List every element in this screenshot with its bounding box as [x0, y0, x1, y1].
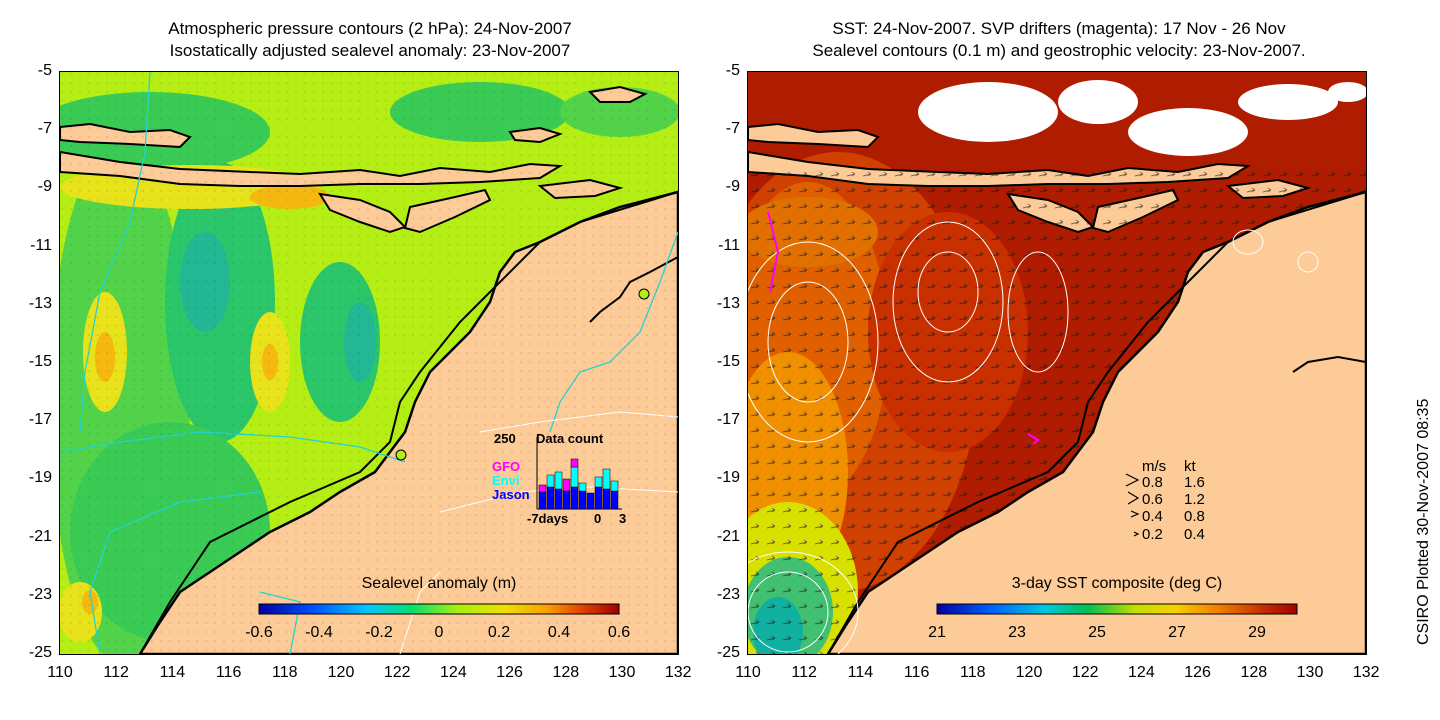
lat-tick-label: -17	[716, 411, 740, 429]
lat-tick-label: -5	[725, 62, 740, 79]
lon-tick-label: 110	[735, 664, 761, 681]
lon-tick-label: 122	[383, 664, 411, 681]
inset-jason-label: Jason	[492, 487, 530, 502]
lon-tick-label: 112	[791, 664, 817, 681]
lat-tick-label: -11	[30, 236, 52, 254]
lat-tick-label: -21	[716, 527, 740, 545]
left-title-line1: Atmospheric pressure contours (2 hPa): 2…	[168, 19, 572, 38]
lat-tick-label: -19	[716, 469, 740, 487]
sla-cb-tick-0: -0.6	[245, 624, 273, 641]
lat-tick-label: -23	[28, 585, 52, 603]
credit-text: CSIRO Plotted 30-Nov-2007 08:35	[1415, 398, 1432, 645]
sst-shelf-contour	[827, 191, 1366, 654]
lat-tick-label: -7	[37, 120, 52, 138]
sealevel-map-svg	[60, 72, 678, 654]
lat-tick-label: -11	[718, 236, 740, 254]
velocity-legend-header-ms: m/s	[1142, 458, 1167, 475]
lat-tick-label: -17	[28, 411, 52, 429]
sla-cb-tick-5: 0.4	[547, 624, 571, 641]
inset-title: Data count	[536, 431, 604, 446]
sla-cb-tick-6: 0.6	[607, 624, 631, 641]
velocity-legend-kt-1: 1.2	[1184, 491, 1205, 508]
svp-drifter-track	[767, 211, 780, 293]
lon-tick-label: 118	[960, 664, 986, 681]
lat-tick-label: -9	[37, 178, 52, 196]
lat-tick-label: -9	[725, 178, 740, 196]
lat-tick-label: -5	[37, 62, 52, 79]
inset-count-label: 250	[494, 431, 516, 446]
lon-tick-label: 126	[496, 664, 523, 681]
sealevel-anomaly-map: 250 Data count GFO Envi Jason -7days 0 3	[60, 72, 678, 654]
sst-cb-tick-0: 21	[928, 624, 946, 641]
velocity-legend-kt-3: 0.4	[1184, 526, 1205, 543]
lon-tick-label: 114	[847, 664, 874, 681]
inset-x-zero: 0	[594, 511, 602, 526]
lon-tick-label: 110	[47, 664, 73, 681]
sst-colorbar-label: 3-day SST composite (deg C)	[1011, 575, 1223, 592]
velocity-legend-kt-0: 1.6	[1184, 474, 1205, 491]
sla-cb-tick-1: -0.4	[305, 624, 333, 641]
inset-gfo-label: GFO	[492, 459, 521, 474]
sst-cb-tick-1: 23	[1008, 624, 1026, 641]
right-title-line2: Sealevel contours (0.1 m) and geostrophi…	[812, 41, 1306, 60]
lat-tick-label: -13	[716, 294, 740, 312]
lon-tick-label: 114	[159, 664, 186, 681]
inset-bars	[536, 437, 622, 510]
lat-tick-label: -21	[28, 527, 52, 545]
lat-tick-label: -13	[28, 294, 52, 312]
lon-tick-label: 120	[327, 664, 355, 681]
lon-tick-label: 132	[1352, 664, 1380, 681]
sla-colorbar-label: Sealevel anomaly (m)	[361, 575, 517, 592]
sst-colorbar	[936, 603, 1298, 615]
lat-tick-label: -25	[28, 644, 52, 661]
lon-tick-label: 128	[552, 664, 580, 681]
lat-tick-label: -19	[28, 469, 52, 487]
inset-envi-label: Envi	[492, 473, 520, 488]
velocity-legend-header-kt: kt	[1184, 458, 1196, 475]
sealevel-contours	[748, 221, 1319, 654]
lat-tick-label: -23	[716, 585, 740, 603]
inset-x-end: 3	[619, 511, 627, 526]
sst-australia-landmass	[826, 190, 1366, 654]
lat-tick-label: -7	[725, 120, 740, 138]
sla-cb-tick-4: 0.2	[487, 624, 511, 641]
velocity-legend-ms-3: 0.2	[1142, 526, 1163, 543]
lon-tick-label: 112	[103, 664, 129, 681]
cloud-mask	[918, 80, 1366, 156]
sst-cb-tick-2: 25	[1088, 624, 1106, 641]
lon-tick-label: 116	[215, 664, 242, 681]
velocity-legend-ms-0: 0.8	[1142, 474, 1163, 491]
sst-map-svg	[748, 72, 1366, 654]
lon-tick-label: 122	[1071, 664, 1099, 681]
velocity-legend-ms-1: 0.6	[1142, 491, 1163, 508]
inset-x-start: -7days	[527, 511, 569, 526]
sst-cb-tick-3: 27	[1168, 624, 1186, 641]
right-title-line1: SST: 24-Nov-2007. SVP drifters (magenta)…	[832, 19, 1286, 38]
lon-tick-label: 130	[608, 664, 636, 681]
lat-tick-label: -15	[716, 353, 740, 370]
velocity-legend-arrows	[1125, 473, 1140, 537]
sla-cb-tick-3: 0	[434, 624, 444, 641]
sst-map: m/s kt 0.8 1.6 0.6 1.2 0.4 0.8 0.2 0.4 3…	[748, 72, 1366, 654]
lon-tick-label: 128	[1240, 664, 1268, 681]
lon-tick-label: 130	[1296, 664, 1324, 681]
lon-tick-label: 124	[440, 664, 467, 681]
sla-cb-tick-2: -0.2	[365, 624, 393, 641]
data-count-inset: 250 Data count GFO Envi Jason -7days 0 3	[482, 427, 632, 527]
lon-tick-label: 120	[1015, 664, 1043, 681]
lon-tick-label: 124	[1128, 664, 1155, 681]
lon-tick-label: 116	[903, 664, 930, 681]
velocity-legend-ms-2: 0.4	[1142, 508, 1163, 525]
lon-tick-label: 132	[664, 664, 692, 681]
lat-tick-label: -25	[716, 644, 740, 661]
lat-tick-label: -15	[28, 353, 52, 370]
sst-cb-tick-4: 29	[1248, 624, 1266, 641]
sla-colorbar	[258, 603, 620, 615]
left-title-line2: Isostatically adjusted sealevel anomaly:…	[169, 41, 571, 60]
velocity-legend-kt-2: 0.8	[1184, 508, 1205, 525]
lon-tick-label: 126	[1184, 664, 1211, 681]
lon-tick-label: 118	[272, 664, 298, 681]
